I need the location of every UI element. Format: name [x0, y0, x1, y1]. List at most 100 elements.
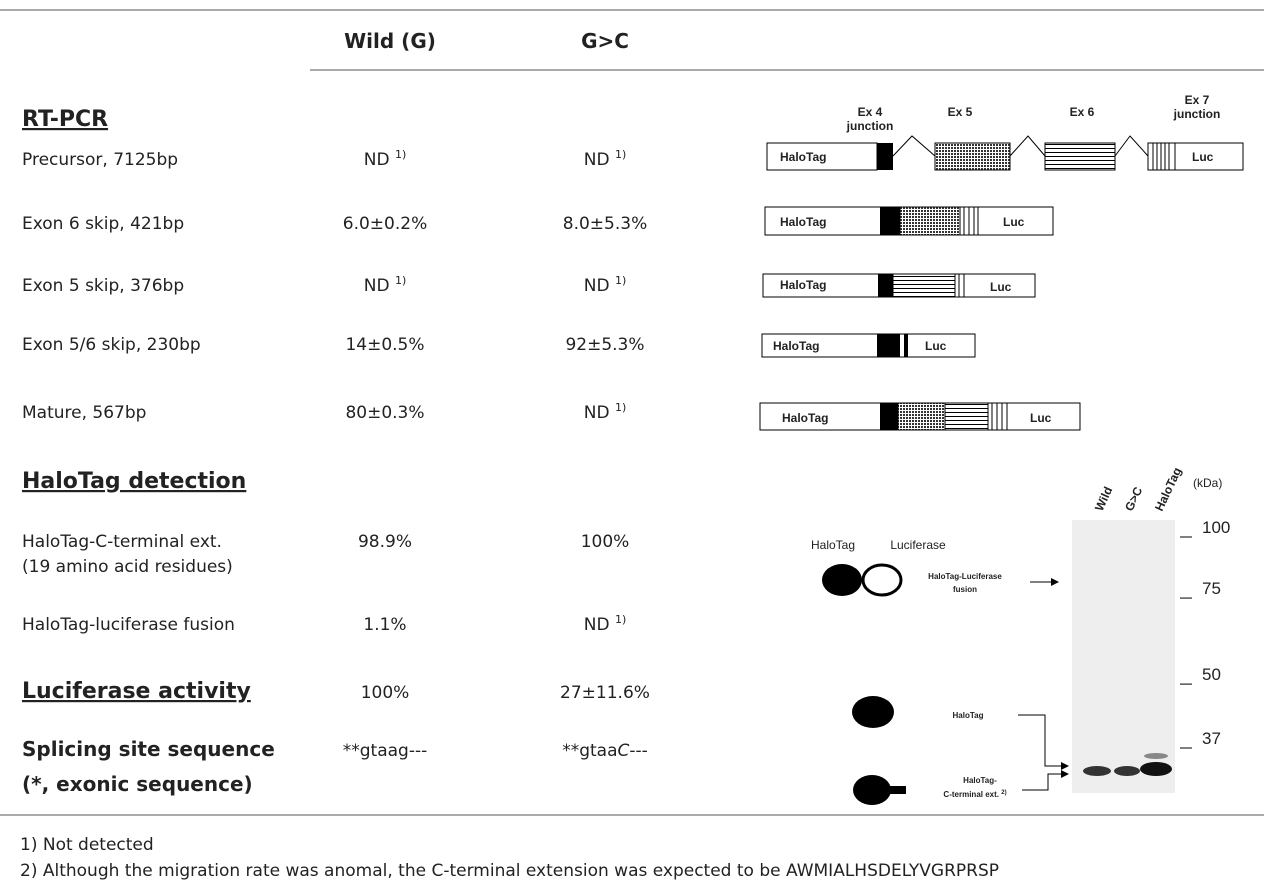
cell: 98.9% — [358, 532, 412, 552]
row-label: Precursor, 7125bp — [22, 150, 178, 170]
exon-label: Ex 4 — [858, 105, 883, 119]
box-label: HaloTag — [780, 215, 826, 229]
band-label: fusion — [953, 585, 977, 594]
cell: **gtaaC--- — [562, 741, 648, 761]
ex7 — [904, 334, 908, 357]
transcript — [761, 333, 976, 358]
band — [1114, 766, 1140, 776]
row-label: Splicing site sequence — [22, 737, 275, 761]
halotag-box — [766, 142, 878, 171]
ex6 — [944, 402, 989, 431]
section-title: RT-PCR — [22, 107, 108, 132]
box-label: Luc — [1030, 411, 1052, 425]
ex4 — [878, 274, 893, 297]
exon-label: Ex 7 — [1185, 93, 1210, 107]
ex7 — [958, 274, 965, 297]
row-label: Mature, 567bp — [22, 403, 146, 423]
exon-label: Ex 6 — [1070, 105, 1095, 119]
splice-diagram: Ex 4 junction Ex 5 Ex 6 Ex 7 junction Ha… — [759, 93, 1244, 431]
cell: 14±0.5% — [345, 335, 424, 355]
ex5 — [897, 402, 946, 431]
band-label: C-terminal ext. 2) — [943, 790, 1006, 799]
markers: 100 75 50 37 — [1180, 518, 1230, 749]
ex4 — [880, 207, 900, 235]
table: Wild (G) G>C RT-PCR Precursor, 7125bp ND… — [22, 29, 650, 796]
cell: ND 1) — [584, 401, 627, 423]
halotag-icon — [822, 564, 862, 596]
band — [1140, 762, 1172, 776]
box-label: Luc — [925, 339, 947, 353]
cell: ND 1) — [364, 274, 407, 296]
box-label: HaloTag — [780, 150, 826, 164]
cell: ND 1) — [584, 274, 627, 296]
cell: ND 1) — [584, 613, 627, 635]
band — [1083, 766, 1111, 776]
marker-label: 37 — [1202, 729, 1221, 748]
halotag-icon — [852, 696, 894, 728]
cell: 27±11.6% — [560, 683, 650, 703]
footnote: 1) Not detected — [20, 835, 154, 855]
lane-label: Wild — [1092, 484, 1115, 513]
arrow — [1022, 770, 1069, 791]
luciferase-icon — [861, 563, 903, 597]
ex5 — [934, 142, 1011, 171]
lane-label: G>C — [1122, 484, 1145, 513]
ex7 — [963, 207, 979, 235]
band-label: HaloTag-Luciferase — [928, 572, 1002, 581]
band-label: HaloTag — [953, 711, 984, 720]
intron — [1114, 135, 1149, 157]
band-label: HaloTag- — [963, 776, 997, 785]
row-label: HaloTag-C-terminal ext. — [22, 532, 222, 552]
ex6 — [1044, 142, 1116, 171]
ex4 — [880, 403, 898, 430]
row-label: (19 amino acid residues) — [22, 557, 233, 577]
row-label: Exon 5/6 skip, 230bp — [22, 335, 201, 355]
box-label: HaloTag — [782, 411, 828, 425]
ext-tail — [888, 786, 906, 794]
row-label: HaloTag-luciferase fusion — [22, 615, 235, 635]
exon-label: junction — [1173, 107, 1221, 121]
col-header: Wild (G) — [344, 29, 436, 53]
row-label: Exon 6 skip, 421bp — [22, 214, 184, 234]
marker-label: 50 — [1202, 665, 1221, 684]
cell: 6.0±0.2% — [343, 214, 427, 234]
row-label: (*, exonic sequence) — [22, 772, 253, 796]
ex7 — [991, 403, 1008, 430]
ex5 — [899, 206, 961, 236]
cell: ND 1) — [584, 148, 627, 170]
section-title: HaloTag detection — [22, 469, 246, 494]
cell: ND 1) — [364, 148, 407, 170]
arrow — [1018, 714, 1069, 770]
legend-label: HaloTag — [811, 538, 855, 552]
box-label: Luc — [1003, 215, 1025, 229]
box-label: Luc — [1192, 150, 1214, 164]
band — [1144, 753, 1168, 759]
cell: 8.0±5.3% — [563, 214, 647, 234]
legend-label: Luciferase — [890, 538, 946, 552]
footnote: 2) Although the migration rate was anoma… — [20, 861, 999, 881]
intron — [1009, 135, 1046, 157]
cell: 92±5.3% — [565, 335, 644, 355]
gel — [1072, 520, 1175, 793]
exon-label: Ex 5 — [948, 105, 973, 119]
gel-panel: HaloTag Luciferase HaloTag-Luciferase fu… — [811, 465, 1230, 805]
box-label: Luc — [990, 280, 1012, 294]
box-label: HaloTag — [780, 278, 826, 292]
ex4 — [877, 334, 900, 357]
col-header: G>C — [581, 29, 629, 53]
cell: 1.1% — [363, 615, 406, 635]
marker-label: 75 — [1202, 579, 1221, 598]
marker-label: 100 — [1202, 518, 1230, 537]
intron — [892, 135, 936, 157]
exon-label: junction — [846, 119, 894, 133]
ex4 — [877, 143, 893, 170]
ext-icon — [853, 775, 891, 805]
lane-label: HaloTag — [1152, 465, 1184, 513]
cell: 100% — [361, 683, 410, 703]
unit-label: (kDa) — [1193, 476, 1222, 490]
ex6 — [892, 273, 956, 298]
box-label: HaloTag — [773, 339, 819, 353]
luc-box — [1147, 142, 1244, 171]
section-title: Luciferase activity — [22, 679, 251, 704]
ex7 — [1152, 143, 1176, 170]
